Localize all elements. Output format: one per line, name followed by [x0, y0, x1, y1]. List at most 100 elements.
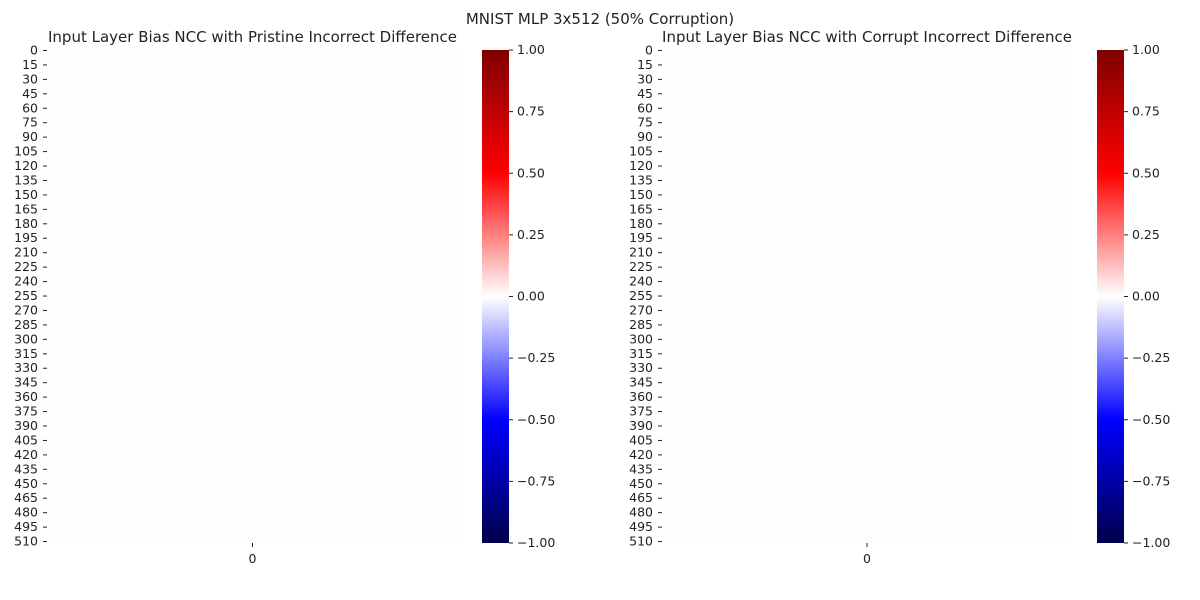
- heatmap-cell: [662, 203, 1072, 205]
- heatmap-cell: [47, 255, 458, 257]
- colorbar-tick-label: −0.25: [1132, 350, 1170, 365]
- heatmap-cell: [662, 90, 1072, 93]
- heatmap-cell: [662, 482, 1072, 484]
- heatmap-cell: [47, 161, 458, 164]
- heatmap-cell: [47, 405, 458, 407]
- heatmap-cell: [662, 181, 1072, 184]
- heatmap-cell: [662, 62, 1072, 65]
- heatmap-cell: [47, 536, 458, 538]
- heatmap-cell: [662, 132, 1072, 135]
- heatmap-cell: [662, 487, 1072, 489]
- heatmap-cell: [662, 366, 1072, 369]
- heatmap-cell: [662, 295, 1072, 298]
- y-tick-label: 0: [645, 42, 653, 57]
- heatmap-cell: [47, 452, 458, 455]
- heatmap-cell: [47, 180, 458, 183]
- heatmap-cell: [662, 267, 1072, 270]
- heatmap-cell: [662, 284, 1072, 287]
- heatmap-cell: [662, 509, 1072, 511]
- heatmap-cell: [662, 388, 1072, 391]
- heatmap-cell: [662, 214, 1072, 217]
- heatmap-cell: [662, 517, 1072, 520]
- heatmap-cell: [662, 303, 1072, 305]
- heatmap-cell: [47, 277, 458, 279]
- heatmap-cell: [662, 521, 1072, 524]
- heatmap-cell: [47, 358, 458, 360]
- heatmap-cell: [47, 484, 458, 486]
- colorbar-tick-label: −0.50: [517, 412, 555, 427]
- heatmap-cell: [47, 223, 458, 225]
- heatmap-cell: [47, 51, 458, 54]
- heatmap-cell: [47, 201, 458, 203]
- heatmap-cell: [47, 416, 458, 419]
- heatmap-cell: [662, 120, 1072, 122]
- heatmap-cell: [47, 92, 458, 94]
- heatmap-cell: [662, 362, 1072, 365]
- heatmap-cell: [47, 257, 458, 259]
- heatmap-cell: [662, 537, 1072, 539]
- heatmap-cell: [47, 337, 458, 340]
- heatmap-cell: [47, 141, 458, 144]
- heatmap-cell: [662, 149, 1072, 151]
- heatmap-cell: [47, 325, 458, 327]
- heatmap-cell: [662, 541, 1072, 543]
- heatmap-cell: [47, 471, 458, 474]
- heatmap-cell: [47, 332, 458, 334]
- heatmap-cell: [662, 516, 1072, 518]
- heatmap-cell: [47, 306, 458, 308]
- heatmap-cell: [662, 65, 1072, 67]
- heatmap-cell: [47, 494, 458, 497]
- heatmap-cell: [47, 353, 458, 355]
- heatmap-cell: [662, 64, 1072, 67]
- heatmap-cell: [47, 199, 458, 201]
- heatmap-cell: [47, 172, 458, 174]
- heatmap-cell: [662, 393, 1072, 396]
- heatmap-cell: [47, 375, 458, 378]
- heatmap-cell: [47, 330, 458, 332]
- heatmap-cell: [662, 76, 1072, 79]
- heatmap-cell: [662, 539, 1072, 541]
- heatmap-cell: [662, 448, 1072, 451]
- heatmap-panel-2: Input Layer Bias NCC with Corrupt Incorr…: [629, 28, 1170, 566]
- heatmap-cell: [662, 228, 1072, 230]
- heatmap-cell: [47, 522, 458, 525]
- heatmap-cell: [47, 320, 458, 323]
- heatmap-cell: [47, 310, 458, 313]
- heatmap-cell: [662, 387, 1072, 389]
- heatmap-cell: [662, 239, 1072, 242]
- heatmap-cell: [662, 190, 1072, 193]
- heatmap-cell: [662, 513, 1072, 515]
- heatmap-cell: [662, 209, 1072, 212]
- heatmap-cell: [47, 343, 458, 346]
- heatmap-cell: [662, 257, 1072, 259]
- heatmap-cell: [47, 351, 458, 353]
- heatmap-cell: [662, 182, 1072, 185]
- y-tick-label: 300: [629, 331, 653, 346]
- heatmap-cell: [47, 406, 458, 408]
- heatmap-cell: [47, 400, 458, 403]
- heatmap-cell: [47, 398, 458, 401]
- heatmap-cell: [47, 377, 458, 379]
- heatmap-cell: [662, 89, 1072, 92]
- heatmap-cell: [662, 230, 1072, 232]
- heatmap-cell: [662, 395, 1072, 398]
- heatmap-cell: [47, 210, 458, 213]
- heatmap-cell: [47, 290, 458, 293]
- heatmap-cell: [47, 77, 458, 80]
- colorbar-tick-label: −0.25: [517, 350, 555, 365]
- heatmap-cell: [47, 216, 458, 219]
- heatmap-cell: [662, 103, 1072, 106]
- heatmap-cell: [662, 375, 1072, 378]
- heatmap-cell: [47, 445, 458, 448]
- heatmap-cell: [47, 170, 458, 172]
- heatmap-cell: [662, 85, 1072, 88]
- heatmap-cell: [662, 192, 1072, 195]
- heatmap-cell: [47, 413, 458, 415]
- heatmap-cell: [47, 281, 458, 283]
- heatmap-cell: [47, 157, 458, 160]
- heatmap-cell: [662, 155, 1072, 158]
- heatmap-cell: [662, 99, 1072, 101]
- heatmap-cell: [662, 165, 1072, 168]
- heatmap-cell: [47, 512, 458, 514]
- heatmap-cell: [47, 339, 458, 342]
